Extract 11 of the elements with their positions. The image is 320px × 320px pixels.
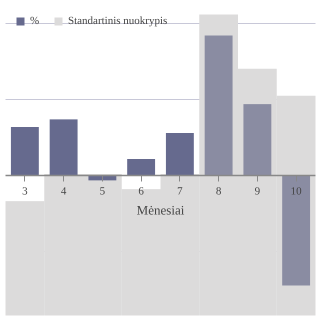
x-tick-label: 7 <box>177 186 184 198</box>
x-tick-label: 3 <box>22 186 28 198</box>
x-tick-label: 5 <box>100 186 106 198</box>
x-tick-label: 8 <box>216 186 222 198</box>
x-axis-title: Mėnesiai <box>136 202 185 218</box>
x-tick-label: 6 <box>138 186 144 198</box>
x-tick-label: 9 <box>254 186 261 198</box>
legend-label: % <box>30 15 40 27</box>
x-tick-label: 10 <box>290 186 302 198</box>
legend-label: Standartinis nuokrypis <box>68 15 168 27</box>
x-tick-label: 4 <box>60 186 67 198</box>
